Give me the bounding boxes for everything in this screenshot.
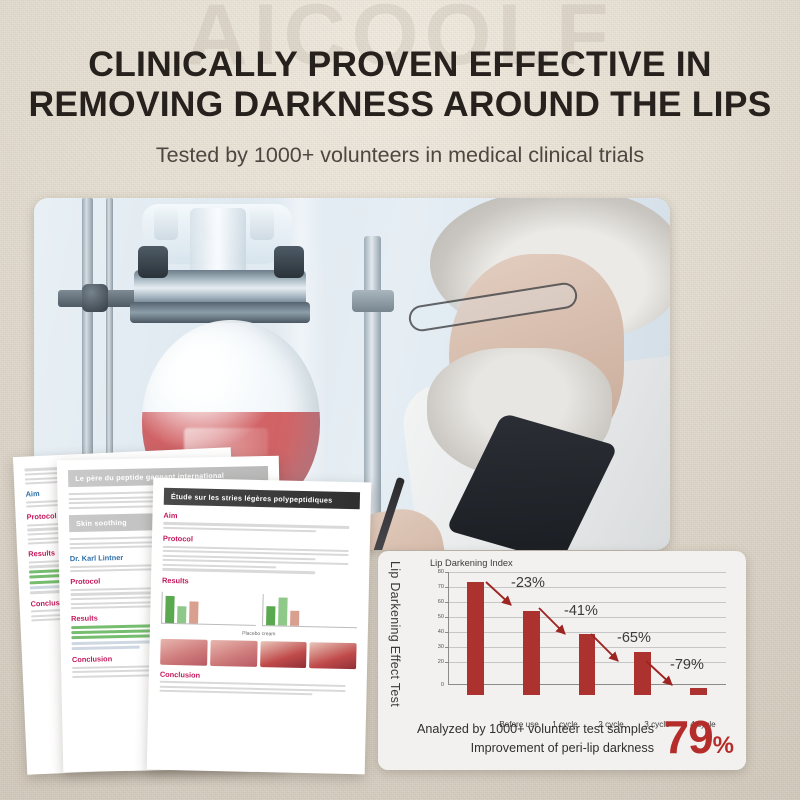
chart-x-tick: 1 cycle xyxy=(552,720,578,729)
summary-percent-sign: % xyxy=(712,732,734,759)
lab-pipe-joint xyxy=(352,290,394,312)
flask-bolt-left xyxy=(138,246,168,278)
chart-y-tick: 20 xyxy=(437,658,444,665)
chart-y-tickmark xyxy=(445,616,449,618)
chart-y-tickmark xyxy=(445,601,449,603)
chart-y-tick: 0 xyxy=(440,682,444,688)
headline-line-2: REMOVING DARKNESS AROUND THE LIPS xyxy=(28,84,772,124)
chart-gridline xyxy=(449,572,726,573)
chart-bar-column xyxy=(559,582,615,696)
chart-y-tick-labels: 0 20 30 40 50 60 70 80 xyxy=(426,569,446,688)
chart-y-tickmark xyxy=(445,661,449,663)
lip-image xyxy=(160,638,208,666)
chart-gridline xyxy=(449,616,726,618)
flask-bolt-right xyxy=(274,246,304,278)
stand-rod-left xyxy=(82,198,93,518)
chart-plot-area: 0 20 30 40 50 60 70 80 Before use 1 cycle 2 cycle… xyxy=(426,569,726,729)
lip-image xyxy=(309,641,357,669)
headline-subtitle: Tested by 1000+ volunteers in medical cl… xyxy=(155,143,645,167)
chart-y-tick: 60 xyxy=(437,598,444,605)
flask-port-left xyxy=(154,206,178,240)
chart-bar xyxy=(689,688,707,696)
chart-bar xyxy=(578,633,596,696)
chart-x-tick: 3 cycle xyxy=(644,720,670,729)
stand-rod-right xyxy=(106,198,113,498)
chart-gridline xyxy=(449,586,726,588)
chart-annotation: -23% xyxy=(511,575,545,591)
chart-y-tick: 80 xyxy=(437,569,444,575)
chart-panel: Lip Darkening Effect Test Lip Darkening … xyxy=(378,551,746,770)
chart-y-tickmark xyxy=(445,586,449,588)
chart-y-tick: 30 xyxy=(437,643,444,650)
chart-y-axis-title: Lip Darkening Effect Test xyxy=(384,559,406,709)
chart-y-tickmark xyxy=(445,631,449,633)
summary-big-number: 79% xyxy=(663,712,734,771)
chart-x-tick: 2 cycle xyxy=(598,720,624,729)
chart-bar-column xyxy=(504,582,560,696)
chart-y-tickmark xyxy=(445,572,449,573)
chart-y-tick: 40 xyxy=(437,628,444,635)
chart-bar xyxy=(634,651,651,696)
chart-annotation: -65% xyxy=(617,630,651,646)
chart-x-tick: Before use xyxy=(499,720,539,729)
chart-summary: Analyzed by 1000+ volunteer test samples… xyxy=(378,712,746,771)
summary-text-block: Analyzed by 1000+ volunteer test samples… xyxy=(417,720,654,758)
doc3-chart-left xyxy=(161,591,257,626)
chart-title: Lip Darkening Index xyxy=(430,558,513,568)
chart-gridline xyxy=(449,601,726,603)
chart-y-tick: 50 xyxy=(437,613,444,620)
document-sheet: Étude sur les stries légères polypeptidi… xyxy=(146,477,372,775)
chart-bar xyxy=(467,582,485,696)
chart-annotation: -41% xyxy=(564,603,598,619)
summary-line-2: Improvement of peri-lip darkness xyxy=(470,741,654,755)
chart-x-tick: 4 cycle xyxy=(690,720,716,729)
chart-annotation: -79% xyxy=(670,657,704,673)
flask-neck xyxy=(190,208,246,272)
chart-bar xyxy=(523,610,540,696)
chart-gridline xyxy=(449,631,726,633)
chart-x-tick-labels: Before use 1 cycle 2 cycle 3 cycle 4 cycle xyxy=(496,720,726,729)
doc3-lip-figures xyxy=(160,638,357,669)
lip-image xyxy=(259,640,307,668)
headline-line-1: CLINICALLY PROVEN EFFECTIVE IN xyxy=(88,44,712,84)
doc3-banner: Étude sur les stries légères polypeptidi… xyxy=(163,487,361,510)
chart-bar-column xyxy=(448,582,504,696)
chart-y-axis-title-text: Lip Darkening Effect Test xyxy=(388,560,402,707)
summary-line-1: Analyzed by 1000+ volunteer test samples xyxy=(417,722,654,736)
doc3-heading-protocol: Protocol xyxy=(162,533,194,544)
doc3-chart-right xyxy=(262,593,358,628)
flask-collar-lower xyxy=(130,302,310,323)
clamp-knob xyxy=(82,284,108,312)
summary-big-number-value: 79 xyxy=(663,711,713,763)
chart-bars xyxy=(448,582,726,696)
page-title: CLINICALLY PROVEN EFFECTIVE IN REMOVING … xyxy=(0,44,800,124)
chart-y-tick: 70 xyxy=(437,583,444,590)
lip-image xyxy=(209,639,258,667)
flask-port-right xyxy=(250,206,274,240)
chart-bar-column xyxy=(670,582,726,696)
chart-y-tickmark xyxy=(445,646,449,648)
